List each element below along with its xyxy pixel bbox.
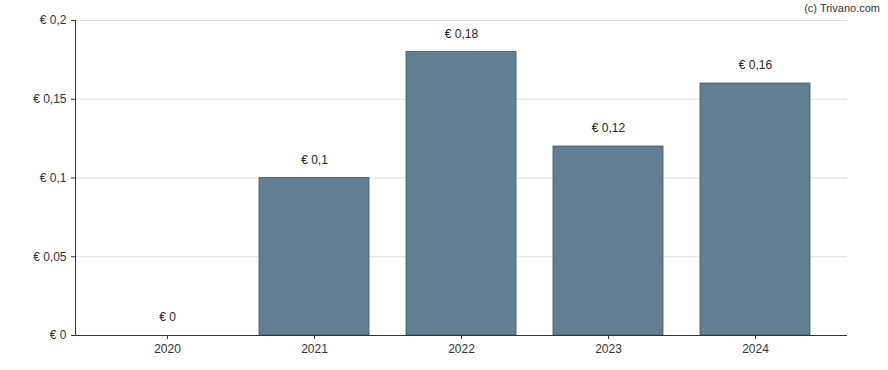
svg-text:€ 0,12: € 0,12 — [592, 121, 626, 135]
svg-text:2021: 2021 — [301, 342, 328, 356]
svg-text:2020: 2020 — [154, 342, 181, 356]
svg-text:€ 0,18: € 0,18 — [445, 27, 479, 41]
svg-text:€ 0,15: € 0,15 — [33, 92, 67, 106]
svg-text:€ 0: € 0 — [159, 310, 176, 324]
svg-text:2024: 2024 — [742, 342, 769, 356]
svg-text:€ 0,05: € 0,05 — [33, 250, 67, 264]
svg-text:€ 0,2: € 0,2 — [40, 13, 67, 27]
svg-text:€ 0,16: € 0,16 — [739, 58, 773, 72]
svg-text:€ 0: € 0 — [50, 328, 67, 342]
svg-text:2023: 2023 — [595, 342, 622, 356]
svg-text:2022: 2022 — [448, 342, 475, 356]
svg-text:€ 0,1: € 0,1 — [301, 153, 328, 167]
svg-text:€ 0,1: € 0,1 — [40, 171, 67, 185]
html-text:(c) Trivano.com: (c) Trivano.com — [804, 2, 880, 14]
